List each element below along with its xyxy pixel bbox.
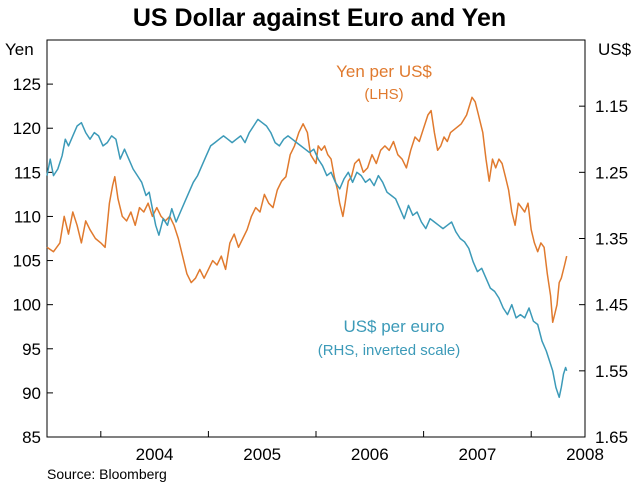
left-tick-label: 85 [22, 428, 41, 447]
yen-per-usd-line [46, 96, 568, 324]
x-axis: 2004 2005 2006 2007 2008 [100, 431, 604, 464]
left-tick-label: 90 [22, 384, 41, 403]
x-tick-label: 2004 [136, 445, 174, 464]
x-tick-label: 2006 [351, 445, 389, 464]
left-tick-label: 125 [13, 75, 41, 94]
left-axis: 85 90 95 100 105 110 115 120 125 [13, 75, 53, 447]
yen-series-label: Yen per US$ [336, 62, 432, 81]
right-tick-label: 1.35 [595, 230, 628, 249]
right-tick-label: 1.55 [595, 362, 628, 381]
left-tick-label: 100 [13, 296, 41, 315]
right-axis: 1.15 1.25 1.35 1.45 1.55 1.65 [579, 97, 628, 447]
left-axis-unit: Yen [5, 40, 34, 59]
right-axis-unit: US$ [598, 40, 632, 59]
yen-series-note: (LHS) [364, 86, 403, 103]
chart-title: US Dollar against Euro and Yen [132, 4, 507, 32]
series-group [46, 96, 568, 399]
x-tick-label: 2005 [243, 445, 281, 464]
right-tick-label: 1.25 [595, 163, 628, 182]
x-tick-label: 2007 [458, 445, 496, 464]
x-tick-label: 2008 [566, 445, 604, 464]
left-tick-label: 120 [13, 119, 41, 138]
left-tick-label: 95 [22, 340, 41, 359]
usd-per-euro-line [46, 118, 568, 399]
left-tick-label: 110 [14, 207, 41, 226]
euro-series-label: US$ per euro [343, 317, 444, 336]
right-tick-label: 1.65 [595, 428, 628, 447]
right-tick-label: 1.45 [595, 296, 628, 315]
source-note: Source: Bloomberg [47, 466, 167, 482]
right-tick-label: 1.15 [595, 97, 628, 116]
left-tick-label: 105 [13, 252, 41, 271]
euro-series-note: (RHS, inverted scale) [318, 342, 461, 359]
left-tick-label: 115 [14, 163, 41, 182]
plot-frame [46, 39, 586, 438]
